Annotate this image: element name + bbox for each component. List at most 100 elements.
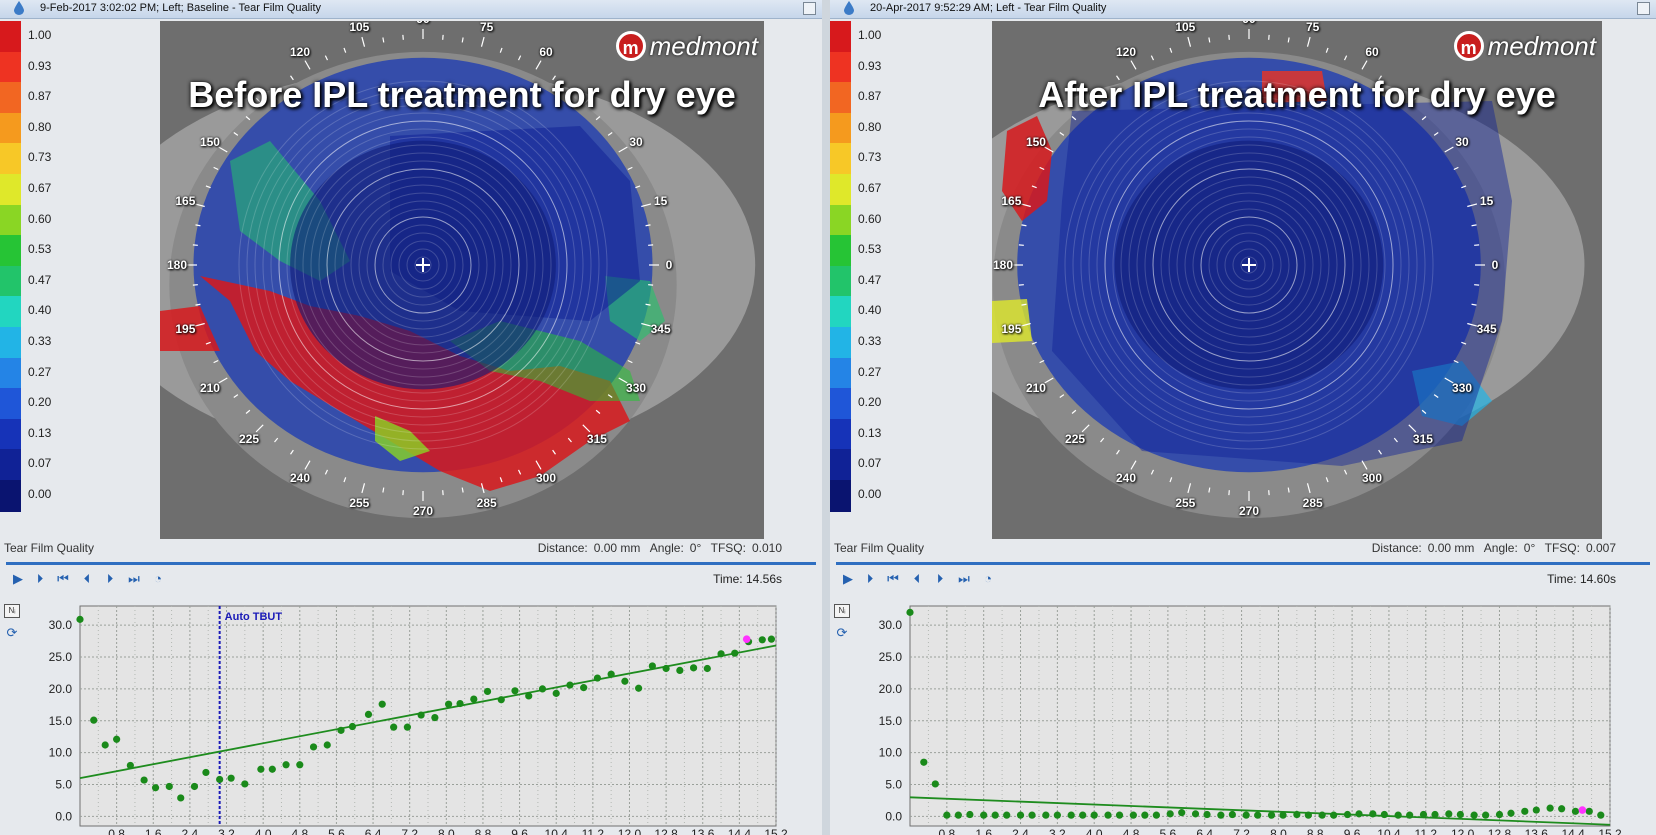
data-point — [1597, 811, 1605, 819]
data-point — [966, 810, 974, 819]
scale-swatch — [0, 480, 21, 512]
quality-zone — [1262, 71, 1327, 103]
scale-label: 1.00 — [858, 28, 882, 42]
eye-map[interactable]: m medmont Before IPL treatment for dry ey… — [160, 21, 764, 539]
x-tick-label: 14.4 — [1561, 827, 1585, 835]
y-tick-label: 30.0 — [879, 618, 903, 632]
angle-tick — [1071, 116, 1077, 121]
data-point — [1228, 810, 1236, 819]
angle-tick — [618, 146, 628, 153]
placido-ring — [1128, 144, 1370, 386]
placido-ring — [1240, 256, 1258, 274]
angle-tick — [1467, 322, 1478, 327]
data-point — [1104, 811, 1112, 819]
data-point — [980, 811, 988, 819]
placido-ring — [1096, 112, 1402, 418]
scale-swatch — [0, 235, 21, 268]
angle-label: 180 — [166, 258, 188, 272]
step-forward-icon[interactable]: ⏵ — [936, 571, 944, 586]
angle-tick — [1471, 224, 1477, 227]
placido-ring — [254, 96, 592, 434]
scale-swatch — [0, 418, 21, 451]
scale-swatch — [830, 449, 851, 482]
data-point — [906, 608, 914, 616]
timeline-bar[interactable] — [6, 562, 816, 565]
angle-tick — [361, 36, 366, 47]
angle-tick — [1031, 341, 1037, 345]
step-back-icon[interactable]: ⏴ — [83, 571, 91, 586]
angle-tick — [627, 359, 633, 364]
angle-label: 30 — [629, 135, 643, 149]
angle-value: 0° — [1523, 541, 1536, 555]
play-icon[interactable]: ▶ — [843, 571, 853, 586]
data-point — [767, 635, 776, 643]
skip-start-icon[interactable]: ⏮ — [887, 571, 899, 586]
timeline-bar[interactable] — [836, 562, 1650, 565]
chart-mode-icon[interactable]: Nᵢ — [4, 604, 20, 618]
placido-ring — [270, 112, 576, 418]
angle-tick — [1044, 146, 1054, 153]
angle-tick — [582, 424, 591, 433]
window-title: 20-Apr-2017 9:52:29 AM; Left - Tear Film… — [870, 2, 1107, 14]
placido-ring — [1136, 152, 1362, 378]
data-point — [1242, 811, 1250, 819]
window-titlebar[interactable]: 20-Apr-2017 9:52:29 AM; Left - Tear Film… — [830, 0, 1656, 19]
scale-swatch — [830, 265, 851, 298]
refresh-icon[interactable]: ⟳ — [836, 625, 848, 640]
scale-label: 0.53 — [858, 242, 882, 257]
play-icon[interactable]: ▶ — [13, 571, 23, 586]
scale-label: 0.00 — [858, 487, 882, 501]
x-tick-label: 15.2 — [1598, 827, 1622, 835]
angle-tick — [1325, 47, 1329, 53]
data-point — [378, 700, 386, 708]
refresh-icon[interactable]: ⟳ — [6, 625, 18, 640]
window-titlebar[interactable]: 9-Feb-2017 3:02:02 PM; Left; Baseline - … — [0, 0, 822, 19]
scale-swatch — [830, 174, 851, 206]
play-circle-icon[interactable]: ⏵ — [36, 571, 44, 586]
step-forward-icon[interactable]: ⏵ — [106, 571, 114, 586]
restore-window-button[interactable] — [803, 2, 816, 15]
tfsq-label: TFSQ: — [1544, 541, 1580, 555]
skip-end-icon[interactable]: ⏭ — [958, 571, 970, 586]
scale-label: 0.27 — [28, 364, 52, 379]
data-point — [1053, 811, 1061, 819]
speed-gauge-icon[interactable]: ◔ — [154, 571, 162, 586]
angle-tick — [618, 377, 628, 384]
angle-tick — [535, 460, 542, 470]
eye-map[interactable]: m medmont After IPL treatment for dry eye… — [992, 21, 1602, 539]
x-tick-label: 0.8 — [938, 827, 955, 835]
data-point — [1267, 811, 1276, 819]
restore-window-button[interactable] — [1637, 2, 1650, 15]
data-point — [1254, 811, 1262, 819]
x-tick-label: 3.2 — [218, 827, 235, 835]
data-point — [1141, 811, 1149, 819]
data-point — [241, 780, 249, 788]
data-point — [525, 692, 533, 700]
angle-tick — [195, 303, 201, 306]
data-point — [1521, 807, 1529, 815]
angle-tick — [635, 341, 641, 345]
data-point — [1090, 811, 1098, 819]
speed-gauge-icon[interactable]: ◔ — [984, 571, 992, 586]
angle-tick — [1421, 116, 1427, 121]
placido-ring — [326, 168, 520, 362]
data-point — [566, 681, 574, 689]
angle-label: 255 — [349, 495, 370, 510]
angle-tick — [1361, 460, 1368, 470]
play-circle-icon[interactable]: ⏵ — [866, 571, 874, 586]
chart-svg: 0.8 1.6 2.4 3.2 4.0 4.8 5.6 6.4 7.2 8.0 8.8 9.6 10.4… — [879, 605, 1622, 835]
chart-mode-icon[interactable]: Nᵢ — [834, 604, 850, 618]
data-point — [1129, 811, 1137, 819]
angle-tick — [607, 394, 613, 398]
data-point — [1293, 810, 1301, 819]
angle-tick — [645, 224, 651, 227]
scale-swatch — [830, 143, 851, 176]
skip-start-icon[interactable]: ⏮ — [57, 571, 69, 586]
step-back-icon[interactable]: ⏴ — [913, 571, 921, 586]
data-point — [1456, 810, 1464, 819]
scale-label: 0.53 — [28, 242, 52, 257]
skip-end-icon[interactable]: ⏭ — [128, 571, 140, 586]
angle-tick — [382, 487, 385, 493]
data-point — [1431, 810, 1439, 819]
data-point — [151, 784, 160, 792]
